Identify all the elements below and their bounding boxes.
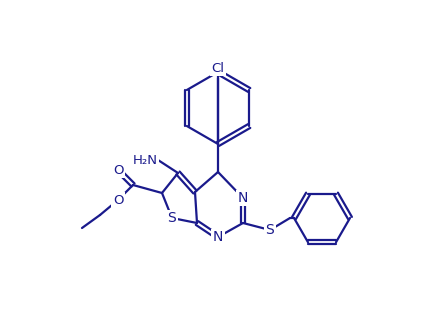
Text: S: S [266, 223, 274, 237]
Text: Cl: Cl [212, 62, 224, 75]
Text: O: O [113, 193, 123, 207]
Text: N: N [238, 191, 248, 205]
Text: N: N [213, 230, 223, 244]
Text: O: O [113, 164, 123, 177]
Text: S: S [168, 211, 176, 225]
Text: H₂N: H₂N [133, 154, 158, 166]
